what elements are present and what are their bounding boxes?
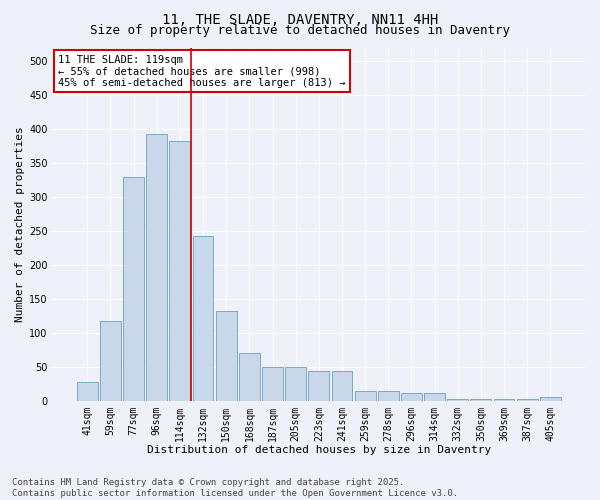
Bar [262, 367, 283, 400]
Bar [332, 371, 352, 400]
Text: 11 THE SLADE: 119sqm
← 55% of detached houses are smaller (998)
45% of semi-deta: 11 THE SLADE: 119sqm ← 55% of detached h… [58, 54, 346, 88]
Y-axis label: Number of detached properties: Number of detached properties [15, 126, 25, 322]
Text: Contains HM Land Registry data © Crown copyright and database right 2025.
Contai: Contains HM Land Registry data © Crown c… [12, 478, 458, 498]
Bar [355, 391, 376, 400]
Bar [169, 140, 190, 400]
Bar [401, 394, 422, 400]
Bar [308, 371, 329, 400]
Bar [146, 134, 167, 400]
Text: 11, THE SLADE, DAVENTRY, NN11 4HH: 11, THE SLADE, DAVENTRY, NN11 4HH [162, 12, 438, 26]
Bar [193, 236, 214, 400]
Bar [540, 398, 561, 400]
Bar [285, 367, 306, 400]
Bar [77, 382, 98, 400]
X-axis label: Distribution of detached houses by size in Daventry: Distribution of detached houses by size … [147, 445, 491, 455]
Text: Size of property relative to detached houses in Daventry: Size of property relative to detached ho… [90, 24, 510, 37]
Bar [424, 394, 445, 400]
Bar [239, 353, 260, 401]
Bar [378, 391, 399, 400]
Bar [216, 311, 236, 400]
Bar [100, 321, 121, 400]
Bar [123, 176, 144, 400]
